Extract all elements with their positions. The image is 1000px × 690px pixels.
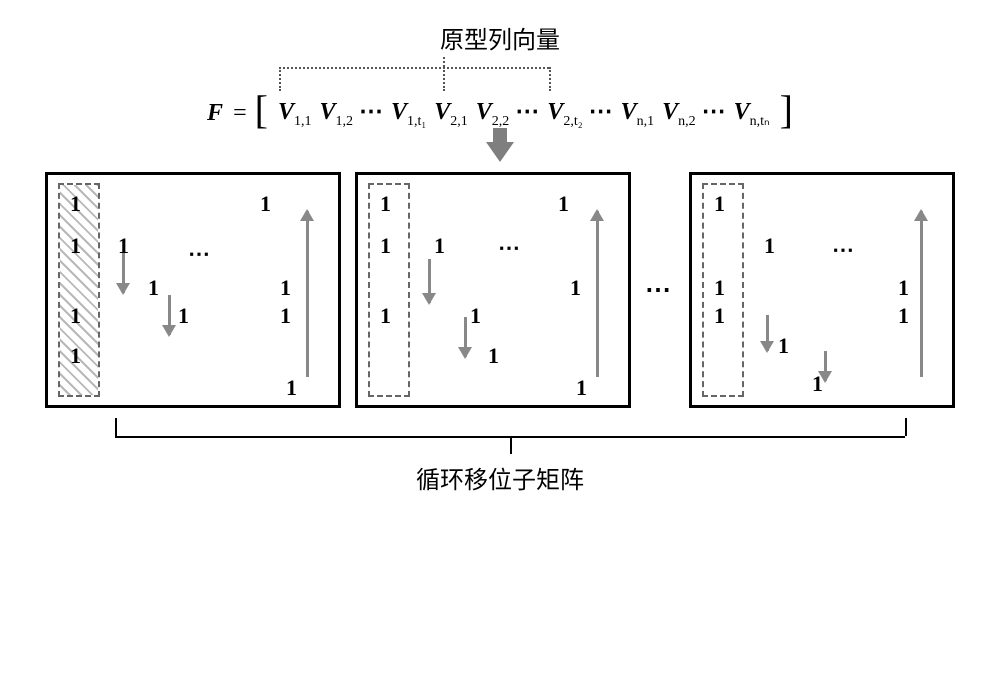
arrow-down-icon [824, 351, 827, 381]
matrix-one: 1 [898, 275, 909, 301]
matrix-one: 1 [714, 275, 725, 301]
matrix-one: 1 [898, 303, 909, 329]
brace-part [279, 67, 550, 69]
vector-item: Vn,2 [658, 99, 700, 125]
left-bracket: [ [255, 96, 268, 124]
bracket-part [510, 436, 512, 454]
bottom-bracket [20, 418, 980, 458]
matrix-one: 1 [148, 275, 159, 301]
matrix-one: 1 [488, 343, 499, 369]
top-label: 原型列向量 [20, 20, 980, 55]
vector-item: V1,1 [274, 99, 316, 125]
ellipsis: ⋯ [700, 99, 730, 125]
cyclic-shift-submatrix: 11111111⋯ [689, 172, 955, 408]
diagram-root: 原型列向量 F = [ V1,1V1,2⋯V1,t₁V2,1V2,2⋯V2,t₂… [20, 20, 980, 495]
arrow-down-icon [766, 315, 769, 351]
vector-item: Vn,tₙ [730, 99, 774, 125]
vector-item: V2,1 [430, 99, 472, 125]
matrix-one: 1 [764, 233, 775, 259]
matrix-one: 1 [70, 303, 81, 329]
brace-part [443, 57, 445, 67]
matrix-one: 1 [380, 233, 391, 259]
matrix-one: 1 [714, 303, 725, 329]
arrow-down-icon [168, 295, 171, 335]
bottom-label: 循环移位子矩阵 [20, 460, 980, 495]
matrix-one: 1 [434, 233, 445, 259]
ellipsis: ⋯ [645, 275, 675, 305]
arrow-up-icon [596, 211, 599, 377]
bracket-part [905, 418, 907, 436]
arrow-up-icon [920, 211, 923, 377]
bracket-part [115, 418, 117, 436]
matrix-one: 1 [178, 303, 189, 329]
equation-lhs: F [207, 100, 223, 127]
cyclic-shift-submatrix: 111111111⋯ [355, 172, 631, 408]
matrix-one: 1 [714, 191, 725, 217]
matrix-one: 1 [280, 275, 291, 301]
matrix-one: 1 [70, 343, 81, 369]
equation-items: V1,1V1,2⋯V1,t₁V2,1V2,2⋯V2,t₂⋯Vn,1Vn,2⋯Vn… [274, 97, 774, 130]
matrix-one: 1 [470, 303, 481, 329]
brace-part [279, 67, 281, 91]
ellipsis: ⋯ [587, 99, 617, 125]
matrix-one: 1 [70, 233, 81, 259]
arrow-down-icon [428, 259, 431, 303]
arrow-down-icon [122, 253, 125, 293]
brace-part [549, 67, 551, 91]
matrix-one: 1 [380, 191, 391, 217]
ellipsis: ⋯ [188, 241, 213, 267]
ellipsis: ⋯ [357, 99, 387, 125]
matrix-one: 1 [778, 333, 789, 359]
vector-item: V1,t₁ [387, 99, 430, 125]
vector-item: V2,2 [472, 99, 514, 125]
equals-sign: = [233, 100, 247, 127]
matrices-row: 11111111111⋯111111111⋯⋯11111111⋯ [20, 172, 980, 408]
vector-item: V2,t₂ [543, 99, 586, 125]
right-bracket: ] [780, 96, 793, 124]
arrow-up-icon [306, 211, 309, 377]
matrix-one: 1 [570, 275, 581, 301]
ellipsis: ⋯ [513, 99, 543, 125]
matrix-one: 1 [380, 303, 391, 329]
vector-item: V1,2 [315, 99, 357, 125]
vector-item: Vn,1 [617, 99, 659, 125]
cyclic-shift-submatrix: 11111111111⋯ [45, 172, 341, 408]
matrix-one: 1 [70, 191, 81, 217]
arrow-down-icon [464, 317, 467, 357]
big-down-arrow-icon [486, 142, 514, 162]
matrix-one: 1 [576, 375, 587, 401]
top-dotted-brace [90, 59, 910, 91]
matrix-one: 1 [286, 375, 297, 401]
matrix-one: 1 [558, 191, 569, 217]
ellipsis: ⋯ [832, 237, 857, 263]
brace-part [443, 67, 445, 91]
matrix-one: 1 [280, 303, 291, 329]
equation-row: F = [ V1,1V1,2⋯V1,t₁V2,1V2,2⋯V2,t₂⋯Vn,1V… [20, 97, 980, 130]
matrix-one: 1 [260, 191, 271, 217]
ellipsis: ⋯ [498, 235, 523, 261]
